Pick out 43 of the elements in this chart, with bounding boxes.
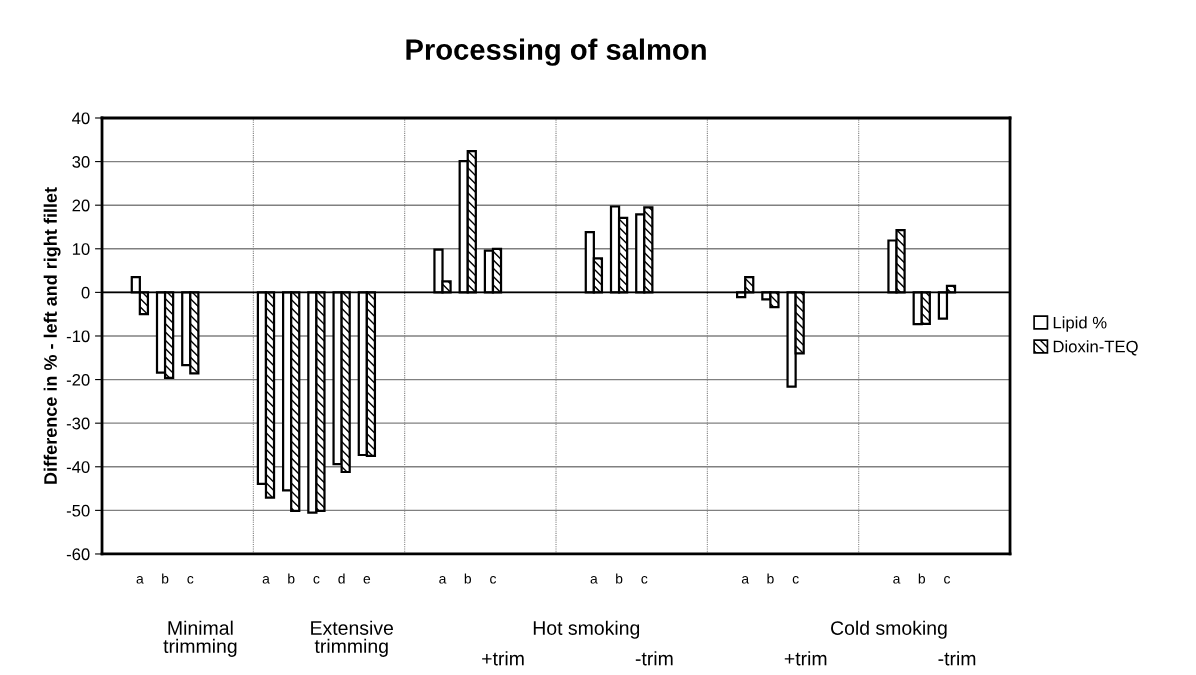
y-tick-label: 0 [81, 286, 90, 299]
y-tick-label: 30 [72, 155, 90, 168]
y-tick-label: -40 [66, 461, 90, 473]
x-tick-label: b [616, 573, 623, 584]
x-tick-label: b [767, 573, 774, 584]
x-tick-label: e [363, 576, 371, 584]
text: Hot smoking [533, 620, 640, 639]
x-tick-label: a [590, 576, 598, 584]
legend-label: Dioxin-TEQ [1053, 340, 1138, 356]
text: +trim [784, 651, 827, 666]
x-tick-label: a [741, 576, 750, 584]
x-tick-label: a [439, 576, 447, 584]
x-tick-label: d [338, 573, 345, 584]
x-tick-label: b [918, 573, 926, 584]
x-tick-label: c [641, 576, 648, 584]
x-tick-label: c [944, 576, 951, 584]
legend-label: Lipid % [1053, 316, 1107, 332]
x-tick-label: c [187, 576, 194, 584]
y-tick-label: -30 [66, 417, 90, 430]
text: -trim [635, 651, 673, 666]
text: +trim [482, 651, 524, 666]
y-tick-label: -20 [66, 373, 90, 386]
x-tick-label: b [464, 573, 472, 584]
text: Extensive trimming [311, 620, 394, 657]
y-tick-label: -10 [66, 330, 90, 343]
y-tick-label: 10 [72, 243, 90, 255]
x-tick-label: b [162, 573, 169, 584]
x-tick-label: c [792, 576, 799, 584]
x-tick-label: a [262, 576, 270, 584]
y-tick-label: 40 [72, 112, 90, 125]
y-axis-title: Difference in % - left and right fillet [43, 187, 61, 484]
x-tick-label: a [893, 576, 901, 584]
x-tick-label: c [490, 576, 497, 584]
x-tick-label: a [136, 576, 144, 584]
x-tick-label: b [288, 573, 295, 584]
text: Minimal trimming [163, 620, 237, 657]
chart-title: Processing of salmon [406, 38, 706, 66]
y-tick-label: -50 [66, 504, 90, 517]
y-tick-label: 20 [72, 199, 90, 212]
text: -trim [938, 651, 976, 666]
x-tick-label: c [313, 576, 320, 584]
y-tick-label: -60 [66, 548, 90, 561]
text: Cold smoking [831, 620, 947, 639]
